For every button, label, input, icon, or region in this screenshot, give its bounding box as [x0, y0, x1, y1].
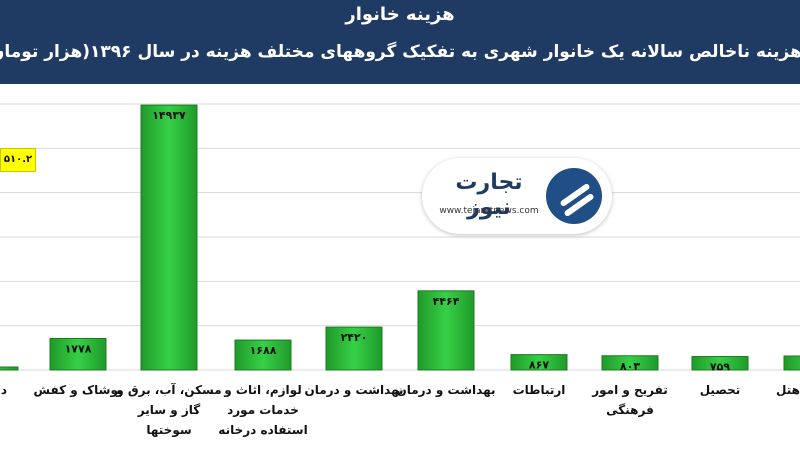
category-label: تفریح و امور فرهنگی — [592, 383, 668, 417]
bar-chart: ۱۷۷۸ ۱۴۹۳۷ ۱۶۸۸ ۲۴۲۰ ۴۴۶۴ ۸۶۷ ۸۰۳ ۷۵۹ — [0, 103, 800, 374]
grid-layer — [0, 103, 800, 371]
category-label: بهداشت و درمان — [396, 383, 496, 397]
watermark: تجارت نیوز www.tejaratnews.com — [422, 158, 612, 234]
bar — [601, 355, 659, 371]
chart-header: هزینه خانوار هزینه ناخالص سالانه یک خانو… — [0, 0, 800, 84]
bar — [783, 355, 800, 371]
side-value-badge: ۵۱۰.۲ — [0, 148, 36, 172]
bar — [234, 339, 292, 371]
bar-value-label: ۸۰۳ — [620, 360, 640, 373]
bar-value-label: ۸۶۷ — [529, 359, 549, 372]
bar-value-label: ۲۴۲۰ — [341, 331, 368, 344]
category-label: ارتباطات — [512, 383, 566, 397]
bar-value-label: ۱۶۸۸ — [250, 344, 277, 357]
value-label-layer: ۱۷۷۸ ۱۴۹۳۷ ۱۶۸۸ ۲۴۲۰ ۴۴۶۴ ۸۶۷ ۸۰۳ ۷۵۹ — [65, 109, 731, 373]
category-label: پوشاک و کفش — [33, 383, 123, 397]
bar — [417, 290, 475, 371]
category-label: تحصیل — [699, 383, 741, 397]
tejarat-news-logo-icon — [546, 168, 602, 224]
category-label: لوازم، اثاث و خدمات مورد استفاده درخانه — [218, 383, 308, 437]
bar — [0, 366, 19, 371]
watermark-url: www.tejaratnews.com — [439, 206, 539, 216]
bar — [140, 104, 198, 371]
bar — [325, 326, 383, 371]
bar — [49, 337, 107, 371]
chart-area: ۱۷۷۸ ۱۴۹۳۷ ۱۶۸۸ ۲۴۲۰ ۴۴۶۴ ۸۶۷ ۸۰۳ ۷۵۹ ۵۱۰.۲ تجا… — [0, 84, 800, 449]
bar-value-label: ۱۷۷۸ — [65, 342, 92, 355]
category-label: د — [0, 383, 8, 397]
bar-value-label: ۴۴۶۴ — [433, 295, 460, 308]
watermark-name: تجارت نیوز — [455, 170, 523, 220]
bar — [691, 356, 749, 371]
bar-value-label: ۱۴۹۳۷ — [152, 109, 186, 122]
bar — [510, 354, 568, 371]
category-label: مسکن، آب، برق و گاز و سایر سوختها — [116, 383, 222, 437]
bar-layer — [0, 104, 800, 371]
category-label: هتل — [776, 383, 800, 397]
chart-subtitle: هزینه ناخالص سالانه یک خانوار شهری به تف… — [0, 42, 800, 62]
chart-title: هزینه خانوار — [345, 4, 455, 25]
category-label: بهداشت و درمان — [304, 383, 404, 397]
bar-value-label: ۷۵۹ — [710, 361, 730, 374]
